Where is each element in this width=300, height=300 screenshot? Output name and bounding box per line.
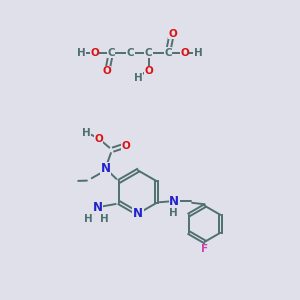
Text: H: H	[84, 214, 93, 224]
Text: O: O	[94, 134, 103, 144]
Text: H: H	[194, 47, 202, 58]
Text: N: N	[133, 207, 143, 220]
Text: C: C	[107, 47, 115, 58]
Text: C: C	[145, 47, 152, 58]
Text: O: O	[90, 47, 99, 58]
Text: O: O	[102, 66, 111, 76]
Text: N: N	[169, 195, 179, 208]
Text: F: F	[201, 244, 208, 254]
Text: O: O	[180, 47, 189, 58]
Text: H: H	[134, 73, 142, 83]
Text: H: H	[100, 214, 109, 224]
Text: O: O	[168, 29, 177, 39]
Text: C: C	[127, 47, 134, 58]
Text: O: O	[122, 141, 130, 152]
Text: H: H	[169, 208, 178, 218]
Text: N: N	[101, 162, 111, 175]
Text: O: O	[144, 66, 153, 76]
Text: N: N	[93, 201, 103, 214]
Text: H: H	[82, 128, 91, 138]
Text: H: H	[76, 47, 85, 58]
Text: C: C	[164, 47, 172, 58]
